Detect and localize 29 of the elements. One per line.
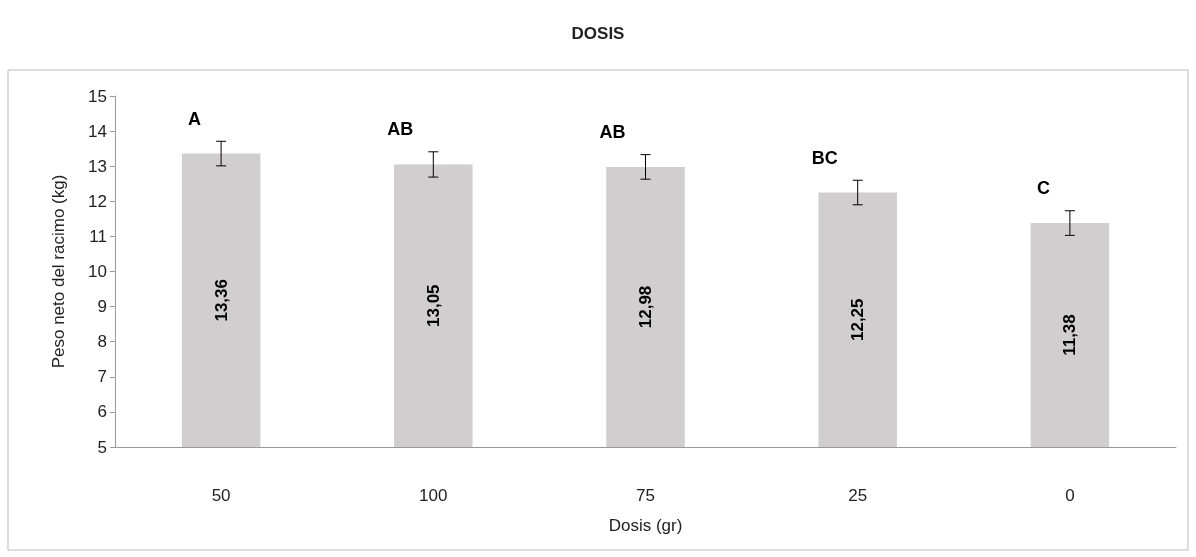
x-tick-label: 75 [636, 486, 655, 505]
data-label: 11,38 [1060, 314, 1080, 356]
annotation: AB [599, 121, 626, 142]
y-tick-label: 15 [88, 86, 107, 106]
x-tick-label: 0 [1065, 486, 1075, 505]
y-tick-label: 12 [88, 191, 107, 211]
y-tick-label: 13 [88, 156, 107, 176]
annotation: C [1036, 178, 1050, 199]
y-tick-label: 5 [97, 437, 107, 457]
annotation: A [188, 108, 202, 129]
data-label: 12,25 [848, 298, 868, 342]
y-tick-label: 14 [88, 121, 107, 141]
data-label: 12,98 [636, 285, 655, 329]
y-tick-label: 7 [97, 367, 107, 387]
y-axis-title: Peso neto del racimo (kg) [49, 174, 68, 369]
annotation: BC [811, 147, 838, 168]
y-tick-label: 9 [97, 297, 107, 317]
x-tick-label: 50 [211, 486, 231, 505]
chart-title: DOSIS [571, 24, 625, 43]
y-tick-label: 6 [97, 402, 107, 422]
data-label: 13,05 [423, 284, 443, 327]
annotation: AB [387, 119, 414, 140]
y-tick-label: 8 [97, 332, 107, 352]
y-tick-label: 10 [88, 262, 107, 281]
x-axis-title: Dosis (gr) [608, 516, 683, 535]
x-tick-label: 25 [848, 486, 868, 505]
y-tick-label: 11 [89, 226, 107, 246]
data-label: 13,36 [211, 279, 231, 322]
x-tick-label: 100 [419, 486, 448, 505]
